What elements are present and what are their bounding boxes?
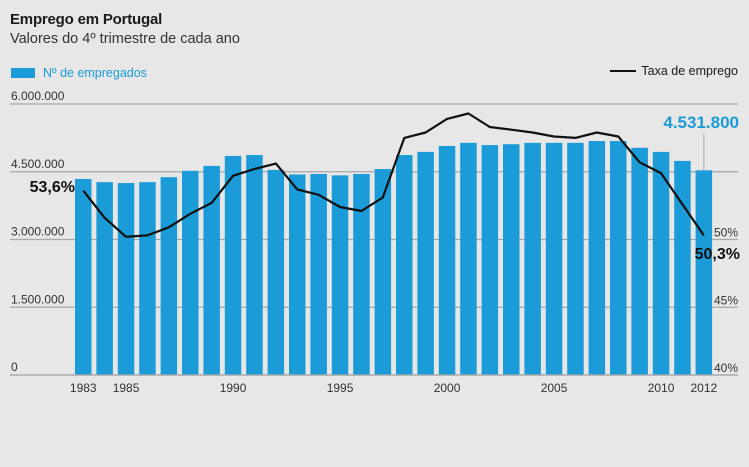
bar-1984 <box>96 182 113 375</box>
bar-1992 <box>267 169 285 375</box>
bar-2008 <box>610 141 627 375</box>
bar-1993 <box>289 174 306 375</box>
legend-bar-swatch-icon <box>11 68 35 78</box>
bar-2002 <box>481 145 499 375</box>
bar-1985 <box>117 183 135 375</box>
bar-2010 <box>652 151 670 375</box>
x-axis-ticks: 1983 1985 1990 1995 2000 2005 2010 2012 <box>70 381 718 395</box>
legend-employment-rate-label: Taxa de emprego <box>641 64 738 78</box>
bar-1988 <box>182 170 199 375</box>
bar-2009 <box>631 147 648 375</box>
x-axis-tick-label: 2000 <box>434 381 461 395</box>
bar-2012 <box>695 170 713 375</box>
rate-line-group <box>82 112 705 238</box>
x-axis-tick-label: 2010 <box>648 381 675 395</box>
left-axis-tick-label: 1.500.000 <box>11 292 65 306</box>
legend-employees-label: Nº de empregados <box>43 66 147 80</box>
end-value-label: 4.531.800 <box>663 113 739 132</box>
bar-2011 <box>674 160 691 375</box>
left-axis-ticks: 0 1.500.000 3.000.000 4.500.000 6.000.000 <box>11 89 65 374</box>
bar-2005 <box>545 142 563 375</box>
left-axis-tick-label: 3.000.000 <box>11 225 65 239</box>
end-rate-label: 50,3% <box>695 246 740 263</box>
legend-employees: Nº de empregados <box>11 66 147 80</box>
start-rate-label: 53,6% <box>30 179 75 196</box>
bar-2003 <box>503 144 520 375</box>
bar-1986 <box>139 182 156 375</box>
legend-employment-rate: Taxa de emprego <box>610 64 738 78</box>
right-axis-tick-label: 50% <box>714 226 738 240</box>
legend-line-swatch-icon <box>610 70 637 72</box>
bar-2004 <box>524 142 541 375</box>
right-axis-tick-label: 45% <box>714 293 738 307</box>
annotations: 53,6% 50,3% 4.531.800 <box>30 113 740 263</box>
bar-2007 <box>588 141 606 375</box>
right-axis-tick-label: 40% <box>714 361 738 375</box>
bar-2001 <box>460 142 477 375</box>
bar-1983 <box>75 178 92 375</box>
chart-title: Emprego em Portugal <box>10 11 163 28</box>
bar-1990 <box>224 155 242 375</box>
x-axis-tick-label: 1995 <box>327 381 354 395</box>
x-axis-tick-label: 2005 <box>541 381 568 395</box>
bar-1989 <box>203 165 220 375</box>
bar-1997 <box>374 169 392 375</box>
bar-1991 <box>246 155 263 375</box>
left-axis-tick-label: 6.000.000 <box>11 89 65 103</box>
bar-1998 <box>396 155 413 375</box>
bars <box>10 141 738 376</box>
left-axis-tick-label: 4.500.000 <box>11 157 65 171</box>
x-axis-tick-label: 1990 <box>220 381 247 395</box>
x-axis-tick-label: 1983 <box>70 381 97 395</box>
left-axis-tick-label: 0 <box>11 360 18 374</box>
bar-2006 <box>567 142 584 375</box>
bar-1987 <box>160 177 178 375</box>
x-axis-tick-label: 1985 <box>113 381 140 395</box>
right-axis-ticks: 40% 45% 50% <box>714 226 738 376</box>
employment-rate-line <box>82 112 705 238</box>
bar-1994 <box>310 174 327 375</box>
chart-subtitle: Valores do 4º trimestre de cada ano <box>10 31 240 47</box>
bar-1999 <box>417 151 434 375</box>
bar-1996 <box>353 174 370 375</box>
bar-1995 <box>331 175 349 375</box>
bar-2000 <box>438 146 456 375</box>
x-axis-tick-label: 2012 <box>690 381 717 395</box>
